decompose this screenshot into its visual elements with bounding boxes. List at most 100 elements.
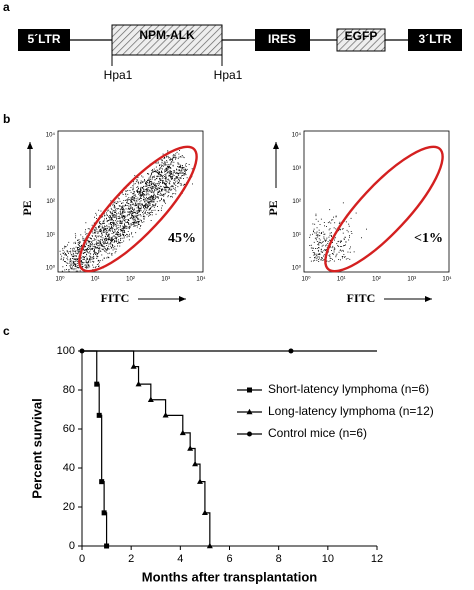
event-dot xyxy=(160,209,162,211)
event-dot xyxy=(136,217,138,219)
event-dot xyxy=(100,236,102,238)
ires-box xyxy=(255,29,310,51)
event-dot xyxy=(114,206,116,208)
event-dot xyxy=(128,219,129,220)
event-dot xyxy=(112,238,114,240)
event-dot xyxy=(331,253,333,255)
event-dot xyxy=(83,257,85,259)
event-dot xyxy=(67,256,69,258)
event-dot xyxy=(96,229,98,231)
event-dot xyxy=(152,186,154,187)
event-dot xyxy=(85,261,87,263)
event-dot xyxy=(100,230,102,231)
event-dot xyxy=(109,215,111,217)
event-dot xyxy=(82,262,84,264)
event-dot xyxy=(103,227,105,229)
event-dot xyxy=(156,178,157,179)
event-dot xyxy=(316,248,318,249)
event-dot xyxy=(163,161,165,163)
event-dot xyxy=(157,172,158,174)
event-dot xyxy=(127,214,129,215)
event-dot xyxy=(115,228,117,230)
event-dot xyxy=(100,228,102,230)
event-dot xyxy=(113,203,115,205)
event-dot xyxy=(313,241,315,243)
event-dot xyxy=(145,211,146,213)
event-dot xyxy=(66,257,68,259)
event-dot xyxy=(131,204,133,205)
event-dot xyxy=(75,256,77,257)
event-dot xyxy=(128,239,130,241)
event-dot xyxy=(164,176,166,177)
event-dot xyxy=(133,217,135,218)
event-dot xyxy=(330,222,332,224)
event-dot xyxy=(102,249,104,251)
event-dot xyxy=(309,257,311,258)
marker xyxy=(247,431,252,437)
event-dot xyxy=(103,243,105,245)
event-dot xyxy=(177,157,179,159)
event-dot xyxy=(159,164,161,166)
event-dot xyxy=(104,257,105,259)
event-dot xyxy=(341,256,343,257)
event-dot xyxy=(87,261,89,263)
y-tick-label: 20 xyxy=(63,501,75,513)
event-dot xyxy=(333,253,334,255)
event-dot xyxy=(149,204,151,206)
event-dot xyxy=(125,225,127,227)
event-dot xyxy=(140,206,142,208)
event-dot xyxy=(88,245,89,246)
event-dot xyxy=(108,216,109,218)
event-dot xyxy=(111,253,113,255)
event-dot xyxy=(96,253,98,255)
event-dot xyxy=(148,206,149,207)
event-dot xyxy=(153,204,155,206)
event-dot xyxy=(99,260,101,262)
event-dot xyxy=(76,263,78,264)
event-dot xyxy=(155,185,157,187)
event-dot xyxy=(118,218,119,219)
event-dot xyxy=(112,230,113,232)
event-dot xyxy=(113,225,115,227)
event-dot xyxy=(105,230,107,231)
event-dot xyxy=(153,177,155,178)
event-dot xyxy=(152,209,154,211)
gate-label: <1% xyxy=(414,231,443,246)
event-dot xyxy=(77,266,79,268)
event-dot xyxy=(113,235,115,237)
event-dot xyxy=(132,189,134,191)
event-dot xyxy=(314,259,316,261)
event-dot xyxy=(94,235,96,237)
y-tick-label: 10⁴ xyxy=(46,132,56,139)
event-dot xyxy=(126,222,128,223)
event-dot xyxy=(184,168,186,170)
event-dot xyxy=(102,227,104,229)
event-dot xyxy=(165,178,167,180)
event-dot xyxy=(90,238,92,239)
event-dot xyxy=(79,249,81,250)
event-dot xyxy=(88,228,90,230)
x-tick-label: 6 xyxy=(226,553,232,565)
event-dot xyxy=(329,232,331,234)
event-dot xyxy=(100,229,101,230)
event-dot xyxy=(168,173,170,175)
event-dot xyxy=(161,171,163,173)
event-dot xyxy=(321,259,323,261)
event-dot xyxy=(106,221,108,223)
event-dot xyxy=(157,162,159,164)
event-dot xyxy=(335,216,337,218)
event-dot xyxy=(128,224,130,225)
event-dot xyxy=(106,220,108,222)
event-dot xyxy=(163,183,165,184)
event-dot xyxy=(172,160,174,161)
event-dot xyxy=(100,239,102,240)
event-dot xyxy=(111,237,113,238)
event-dot xyxy=(156,201,158,203)
event-dot xyxy=(95,212,97,214)
event-dot xyxy=(107,220,109,222)
gate xyxy=(324,145,444,273)
event-dot xyxy=(104,239,106,241)
event-dot xyxy=(79,270,81,272)
event-dot xyxy=(106,238,108,240)
